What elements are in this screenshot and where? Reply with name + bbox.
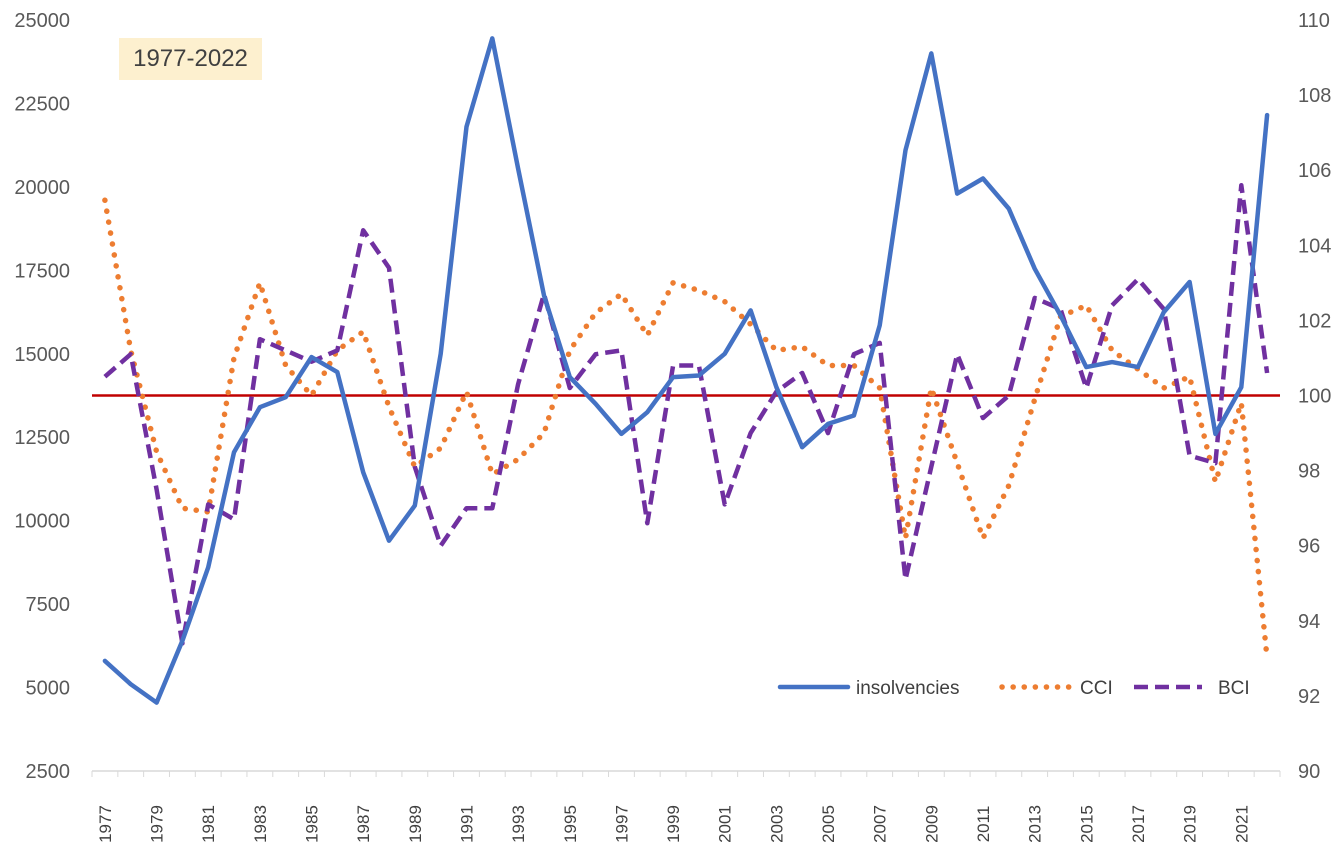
x-axis-tick-label: 2021 — [1232, 805, 1251, 843]
x-axis-tick-label: 1997 — [612, 805, 631, 843]
left-axis-ticks: 2500 5000 7500 10000 12500 15000 17500 20000 225… — [14, 10, 70, 783]
x-axis-tick-label: 1977 — [96, 805, 115, 843]
right-axis-tick-label: 108 — [1298, 85, 1331, 107]
left-axis-tick-label: 2500 — [26, 761, 71, 783]
right-axis-tick-label: 90 — [1298, 761, 1320, 783]
left-axis-tick-label: 25000 — [14, 10, 70, 32]
x-axis-tick-label: 2007 — [871, 805, 890, 843]
x-axis-tick-label: 1981 — [199, 805, 218, 843]
left-axis-tick-label: 5000 — [26, 678, 71, 700]
x-axis-tick-label: 1983 — [251, 805, 270, 843]
left-axis-tick-label: 20000 — [14, 177, 70, 199]
right-axis-tick-label: 102 — [1298, 310, 1331, 332]
series-line-bci — [103, 182, 1270, 646]
left-axis-tick-label: 7500 — [26, 594, 71, 616]
left-axis-tick-label: 15000 — [14, 344, 70, 366]
right-axis-tick-label: 92 — [1298, 686, 1320, 708]
right-axis-tick-label: 96 — [1298, 536, 1320, 558]
x-axis-tick-label: 2003 — [767, 805, 786, 843]
right-axis-ticks: 90 92 94 96 98 100 102 104 106 108 110 — [1298, 10, 1331, 783]
x-axis-tick-label: 1979 — [148, 805, 167, 843]
x-axis-tick-label: 2009 — [922, 805, 941, 843]
series-line-insolvencies — [102, 36, 1270, 705]
right-axis-tick-label: 106 — [1298, 160, 1331, 182]
x-axis-tick-label: 2019 — [1181, 805, 1200, 843]
x-axis-tick-label: 2005 — [819, 805, 838, 843]
x-axis-tick-label: 1989 — [406, 805, 425, 843]
left-axis-tick-label: 22500 — [14, 93, 70, 115]
period-label: 1977-2022 — [119, 38, 262, 80]
series-lines — [102, 36, 1270, 705]
x-axis-tick-label: 2013 — [1026, 805, 1045, 843]
series-line-cci — [102, 197, 1270, 662]
left-axis-tick-label: 10000 — [14, 511, 70, 533]
left-axis-tick-label: 17500 — [14, 260, 70, 282]
x-axis-tick-label: 1995 — [561, 805, 580, 843]
x-axis-tick-label: 2001 — [716, 805, 735, 843]
right-axis-tick-label: 104 — [1298, 235, 1331, 257]
x-axis-tick-label: 1987 — [354, 805, 373, 843]
right-axis-tick-label: 98 — [1298, 461, 1320, 483]
legend-label-bci: BCI — [1218, 678, 1250, 699]
legend-label-insolvencies: insolvencies — [856, 678, 960, 699]
right-axis-tick-label: 110 — [1298, 10, 1330, 32]
x-axis-tick-label: 2015 — [1077, 805, 1096, 843]
x-axis-tick-label: 2017 — [1129, 805, 1148, 843]
legend-label-cci: CCI — [1080, 678, 1113, 699]
x-axis-tick-label: 1991 — [457, 805, 476, 843]
legend: insolvencies CCI BCI — [777, 678, 1250, 699]
x-axis: 1977 1979 1981 1983 1985 1987 1989 1991 1993 1995… — [91, 770, 1281, 843]
left-axis-tick-label: 12500 — [14, 427, 70, 449]
right-axis-tick-label: 100 — [1298, 386, 1331, 408]
right-axis-tick-label: 94 — [1298, 611, 1320, 633]
x-axis-tick-label: 1999 — [664, 805, 683, 843]
x-axis-tick-label: 1993 — [509, 805, 528, 843]
x-axis-tick-label: 1985 — [303, 805, 322, 843]
x-axis-tick-label: 2011 — [974, 806, 993, 843]
